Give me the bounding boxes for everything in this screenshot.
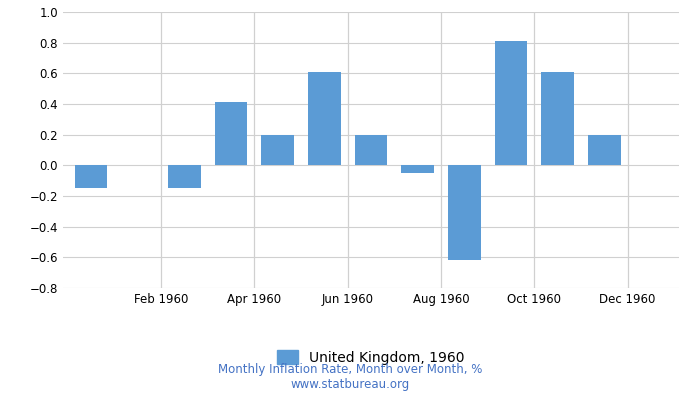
Legend: United Kingdom, 1960: United Kingdom, 1960 [272,345,470,370]
Bar [401,165,434,173]
Bar [308,72,341,165]
Text: Monthly Inflation Rate, Month over Month, %: Monthly Inflation Rate, Month over Month… [218,364,482,376]
Bar [495,41,527,165]
Bar [75,165,107,188]
Bar [588,135,621,165]
Bar [168,165,201,188]
Bar [541,72,574,165]
Bar [448,165,481,260]
Bar [261,135,294,165]
Text: www.statbureau.org: www.statbureau.org [290,378,410,391]
Bar [355,135,387,165]
Bar [215,102,247,165]
